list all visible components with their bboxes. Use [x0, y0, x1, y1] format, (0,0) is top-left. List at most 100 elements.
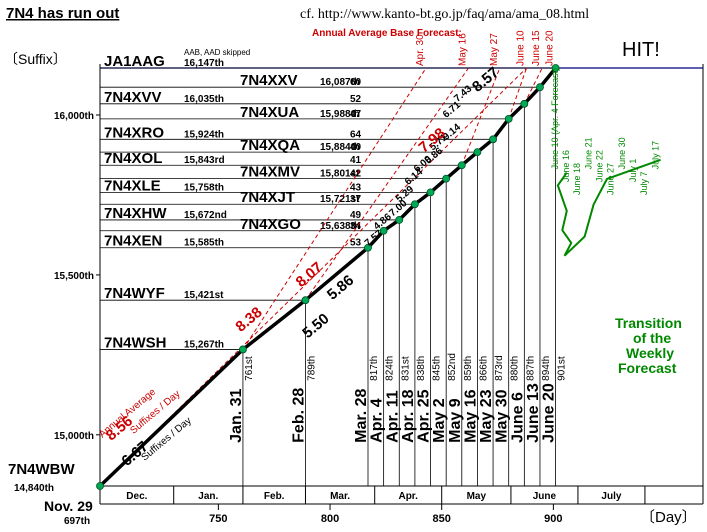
- suffix-count-3: 47: [350, 109, 362, 120]
- x-tick-label-2: 850: [433, 513, 451, 525]
- actual-point-7: [426, 188, 435, 197]
- weekly-point-label-3: June 21: [583, 137, 593, 169]
- suffix-number-7: 15,801st: [320, 169, 360, 180]
- date-label-7: May 2: [431, 398, 448, 443]
- hit-label: HIT!: [622, 39, 660, 61]
- forecast-rate-0: 8.38: [232, 304, 265, 336]
- suffix-label-11: 7N4XGO: [240, 216, 301, 233]
- date-day-3: 824th: [385, 356, 396, 381]
- suffix-number-1: 16,087th: [320, 77, 360, 88]
- month-label-5: May: [467, 491, 487, 502]
- actual-point-0: [96, 482, 104, 490]
- suffix-count-8: 43: [350, 182, 362, 193]
- suffix-count-1: 60: [350, 77, 362, 88]
- forecast-date-4: June 15: [531, 30, 542, 66]
- forecast-date-3: June 10: [516, 30, 527, 66]
- forecast-dash-3: [508, 67, 528, 120]
- date-day-2: 817th: [369, 356, 380, 381]
- suffix-label-2: 7N4XVV: [104, 89, 162, 106]
- date-label-12: June 6: [509, 392, 526, 443]
- weekly-forecast-title: Transition of the Weekly Forecast: [615, 315, 682, 376]
- suffix-number-3: 15,988th: [320, 109, 360, 120]
- date-day-7: 852nd: [447, 353, 458, 381]
- date-day-4: 831st: [400, 356, 411, 381]
- y-axis-label: 〔Suffix〕: [4, 51, 67, 67]
- chart-title: 7N4 has run out: [6, 5, 119, 22]
- suffix-number-5: 15,884th: [320, 142, 360, 153]
- date-label-6: Apr. 25: [416, 389, 433, 442]
- actual-series-line: [98, 66, 557, 488]
- segment-rate-13: 8.57: [469, 64, 502, 96]
- suffix-number-0: 16,147th: [184, 58, 224, 69]
- suffix-label-6: 7N4XOL: [104, 150, 162, 167]
- actual-point-6: [410, 200, 419, 209]
- weekly-point-label-0: June 10 (Apr. 4 Forecast): [550, 68, 560, 170]
- segment-rate-0: 5.50: [299, 310, 332, 342]
- actual-point-12: [504, 114, 513, 123]
- actual-point-4: [379, 226, 388, 235]
- weekly-forecast-line: [556, 158, 661, 257]
- suffix-number-14: 15,267th: [184, 339, 224, 350]
- date-label-2: Mar. 28: [353, 388, 370, 442]
- suffix-label-0: JA1AAG: [104, 53, 165, 70]
- actual-point-9: [457, 161, 466, 170]
- start-date-label: Nov. 29: [44, 498, 93, 514]
- suffix-label-8: 7N4XLE: [104, 177, 161, 194]
- source-reference: cf. http://www.kanto-bt.go.jp/faq/ama/am…: [300, 7, 589, 22]
- suffix-count-9: 37: [350, 194, 362, 205]
- date-day-14: 901st: [557, 356, 568, 381]
- date-label-9: May 16: [462, 389, 479, 442]
- date-label-10: May 23: [478, 389, 495, 442]
- first-suffix-label: 7N4WBW: [8, 461, 76, 478]
- actual-point-3: [364, 243, 372, 252]
- weekly-point-label-7: July 1: [628, 159, 638, 183]
- month-label-6: June: [533, 491, 557, 502]
- weekly-title-line-1: Transition: [615, 315, 682, 331]
- weekly-point-label-5: June 27: [606, 163, 616, 195]
- suffix-count-7: 42: [350, 169, 362, 180]
- suffix-label-3: 7N4XUA: [240, 104, 299, 121]
- suffix-label-12: 7N4XEN: [104, 233, 162, 250]
- weekly-point-label-9: July 17: [650, 141, 660, 170]
- date-day-13: 894th: [541, 356, 552, 381]
- weekly-title-line-4: Forecast: [618, 360, 677, 376]
- actual-point-2: [301, 296, 310, 305]
- suffix-label-4: 7N4XRO: [104, 124, 164, 141]
- month-label-1: Jan.: [198, 491, 218, 502]
- suffix-number-12: 15,585th: [184, 238, 224, 249]
- x-tick-label-0: 750: [209, 513, 227, 525]
- actual-point-11: [489, 135, 497, 144]
- suffix-count-5: 40: [350, 142, 362, 153]
- suffix-label-1: 7N4XXV: [240, 72, 298, 89]
- suffix-label-10: 7N4XHW: [104, 205, 167, 222]
- weekly-point-label-8: July 7: [639, 171, 649, 195]
- date-day-1: 789th: [306, 356, 317, 381]
- suffix-number-10: 15,672nd: [184, 210, 227, 221]
- date-day-12: 887th: [525, 356, 536, 381]
- weekly-title-line-2: of the: [633, 330, 671, 346]
- x-tick-label-3: 900: [544, 513, 562, 525]
- weekly-point-label-2: June 18: [572, 163, 582, 195]
- month-label-2: Feb.: [264, 491, 285, 502]
- month-label-3: Mar.: [330, 491, 350, 502]
- y-tick-label-0: 15,000th: [54, 431, 94, 442]
- date-day-11: 880th: [510, 356, 521, 381]
- month-label-0: Dec.: [126, 491, 147, 502]
- forecast-dash-1: [305, 67, 469, 301]
- suffix-label-7: 7N4XMV: [240, 164, 300, 181]
- month-label-7: July: [601, 491, 621, 502]
- suffix-number-11: 15,638th: [320, 221, 360, 232]
- y-tick-label-2: 16,000th: [54, 111, 94, 122]
- suffix-label-5: 7N4XQA: [240, 137, 300, 154]
- forecast-dash-2: [461, 67, 501, 166]
- forecast-date-2: May 27: [489, 33, 500, 66]
- forecast-date-1: May 16: [458, 33, 469, 66]
- actual-point-8: [442, 174, 451, 183]
- actual-point-14: [536, 83, 544, 92]
- date-label-0: Jan. 31: [228, 388, 245, 442]
- date-day-9: 866th: [478, 356, 489, 381]
- start-day-label: 697th: [64, 516, 90, 527]
- date-label-5: Apr. 18: [400, 389, 417, 442]
- date-day-6: 845th: [432, 356, 443, 381]
